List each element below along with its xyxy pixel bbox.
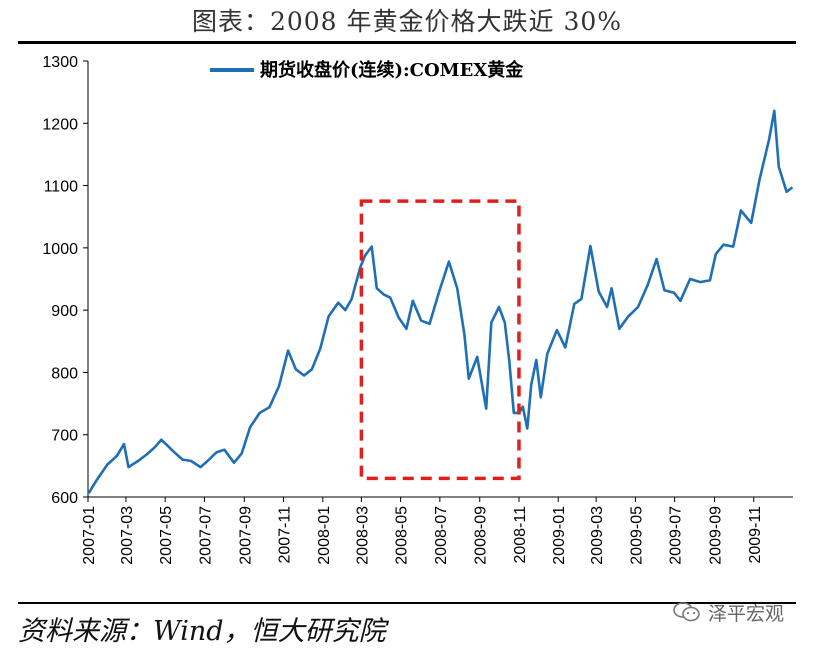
x-tick-label: 2009-07	[668, 506, 685, 565]
x-tick-label: 2008-11	[512, 506, 529, 564]
x-tick-label: 2009-03	[589, 506, 606, 565]
x-tick-label: 2009-05	[628, 506, 645, 565]
x-tick-label: 2008-05	[394, 506, 411, 565]
x-tick-label: 2007-09	[237, 506, 254, 565]
chart-title: 图表：2008 年黄金价格大跌近 30%	[191, 7, 623, 36]
y-tick-label: 800	[51, 365, 78, 382]
y-tick-label: 1100	[44, 179, 79, 196]
legend-label: 期货收盘价(连续):COMEX黄金	[260, 59, 524, 81]
top-rule	[18, 41, 796, 44]
series-layer	[87, 109, 794, 494]
legend: 期货收盘价(连续):COMEX黄金	[210, 59, 524, 81]
x-tick-label: 2009-11	[747, 506, 764, 564]
source-note: 资料来源：Wind，恒大研究院	[18, 616, 386, 647]
wechat-icon	[673, 602, 700, 622]
y-tick-label: 900	[51, 303, 78, 320]
x-tick-label: 2007-03	[119, 506, 136, 565]
watermark-label: 泽平宏观	[708, 602, 785, 625]
x-tick-label: 2007-07	[197, 506, 214, 565]
x-tick-label: 2009-09	[708, 506, 725, 565]
highlight-layer	[359, 199, 521, 481]
chart-plot: 600 700 800 900 1000 1100 1200 1300 2007-01 2007-…	[42, 54, 794, 565]
y-tick-label: 1000	[42, 241, 78, 258]
y-tick-label: 600	[51, 490, 78, 507]
y-tick-label: 700	[51, 428, 78, 445]
y-tick-label: 1300	[42, 54, 78, 71]
x-tick-label: 2007-05	[158, 506, 175, 565]
x-tick-label: 2008-01	[316, 506, 333, 565]
series-line	[87, 109, 794, 494]
x-tick-label: 2007-01	[81, 506, 98, 565]
bottom-rule	[18, 602, 796, 604]
x-tick-label: 2009-01	[551, 506, 568, 565]
watermark: 泽平宏观	[672, 600, 785, 625]
x-tick-label: 2008-03	[354, 506, 371, 565]
x-tick-label: 2008-07	[433, 506, 450, 565]
highlight-box	[359, 199, 521, 481]
x-tick-label: 2007-11	[277, 506, 294, 564]
x-tick-label: 2008-09	[473, 506, 490, 565]
axes-layer: 600 700 800 900 1000 1100 1200 1300 2007-01 2007-…	[42, 54, 793, 565]
y-tick-label: 1200	[42, 116, 78, 133]
